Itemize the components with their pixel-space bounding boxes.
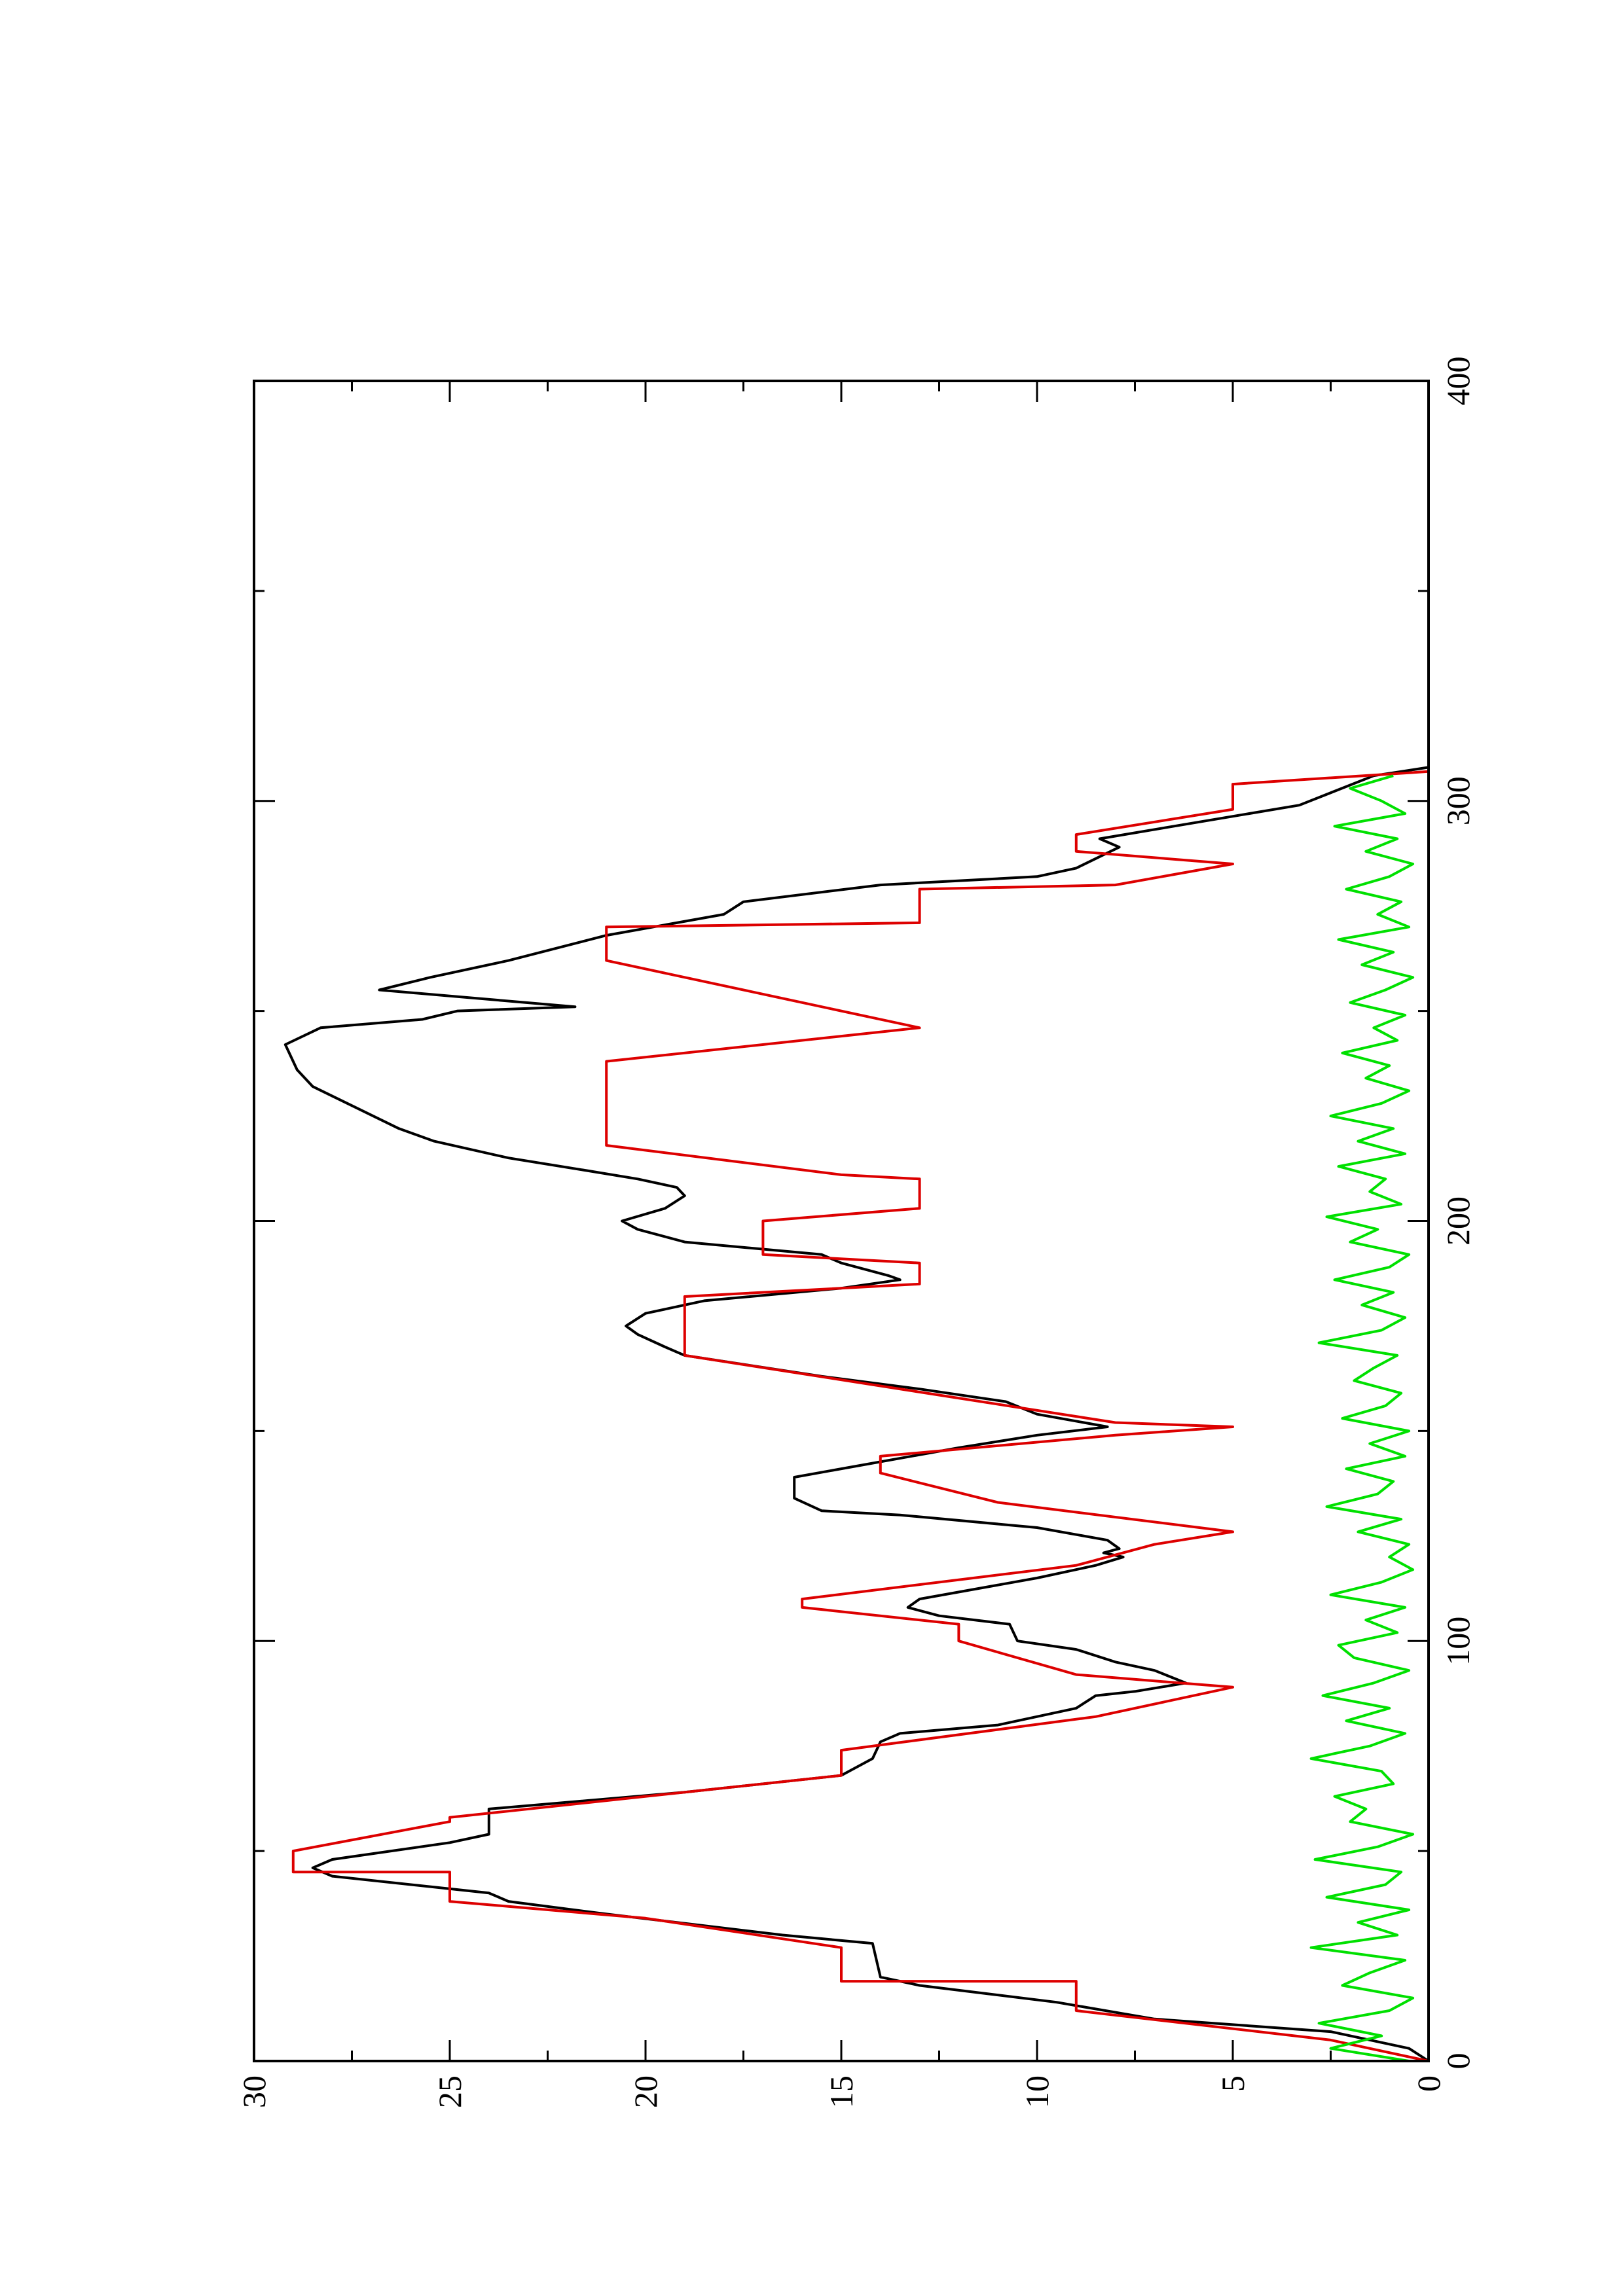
x-tick-label: 400 [1440, 357, 1476, 406]
y-tick-label: 5 [1214, 2075, 1251, 2092]
series-line [283, 766, 1430, 2062]
y-tick-label: 0 [1410, 2075, 1447, 2092]
series-line [1309, 774, 1415, 2062]
x-tick-label: 300 [1440, 776, 1476, 825]
y-tick-label: 25 [431, 2075, 468, 2108]
series-line [291, 770, 1429, 2062]
plot-frame [253, 380, 1430, 2062]
x-tick-label: 100 [1440, 1617, 1476, 1666]
x-tick-label: 200 [1440, 1196, 1476, 1246]
y-tick-label: 15 [823, 2075, 860, 2108]
plot-area: 0 100 200 300 400 0 5 10 15 20 25 30 [236, 357, 1476, 2109]
x-tick-label: 0 [1440, 2053, 1476, 2070]
y-tick-label: 30 [236, 2075, 272, 2108]
y-tick-label: 10 [1019, 2075, 1055, 2108]
y-tick-label: 20 [627, 2075, 664, 2108]
